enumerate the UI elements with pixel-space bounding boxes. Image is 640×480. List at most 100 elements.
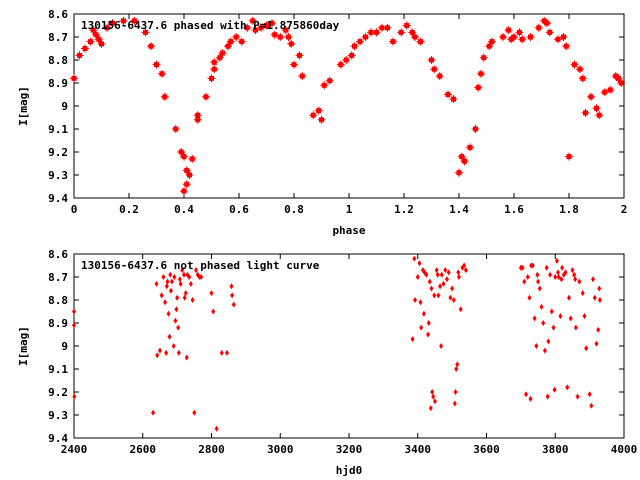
data-point [251, 26, 260, 35]
data-point [520, 264, 525, 271]
data-point [86, 37, 95, 46]
data-point [412, 255, 417, 262]
unphased-y-tick-label: 9.3 [48, 409, 68, 422]
data-point [556, 269, 560, 276]
data-point [545, 28, 554, 37]
data-point [587, 391, 592, 398]
data-point [416, 37, 425, 46]
data-point [152, 60, 161, 69]
phased-x-tick-label: 0.2 [119, 203, 139, 216]
data-point [439, 271, 444, 278]
data-point [438, 283, 443, 290]
data-point [567, 294, 571, 301]
data-point [584, 345, 589, 352]
data-point [182, 294, 187, 301]
data-point [455, 361, 460, 368]
data-point [534, 23, 543, 32]
data-point [526, 33, 535, 41]
data-point [182, 180, 191, 189]
data-point [559, 33, 568, 41]
data-point [518, 35, 527, 44]
unphased-x-tick-label: 4000 [611, 443, 638, 456]
data-point [147, 42, 155, 51]
data-point [430, 65, 439, 74]
data-point [231, 301, 236, 308]
data-point [535, 271, 540, 278]
data-point [417, 260, 422, 267]
data-point [565, 384, 570, 391]
data-point [421, 310, 426, 317]
data-point [595, 111, 604, 120]
phased-plot-frame [73, 13, 625, 199]
data-point [317, 115, 326, 124]
data-point [554, 35, 562, 44]
data-point [457, 274, 461, 280]
data-point [72, 322, 76, 329]
phased-x-tick-label: 1.4 [449, 203, 469, 216]
data-point [562, 42, 571, 51]
data-point [202, 92, 210, 101]
unphased-light-curve-panel: 2400 2600 2800 3000 3200 3400 3600 3800 4000 8.6 8… [17, 248, 637, 477]
data-point [415, 274, 420, 280]
data-point [161, 274, 166, 280]
unphased-plot-ticks: 2400 2600 2800 3000 3200 3400 3600 3800 4000 8.6 8… [48, 248, 637, 456]
data-point [164, 349, 169, 356]
phased-y-tick-label: 8.6 [48, 8, 68, 21]
data-point [411, 33, 419, 41]
data-point [463, 267, 468, 274]
data-point [559, 276, 564, 283]
data-point [592, 104, 601, 113]
phased-x-tick-label: 1.2 [394, 203, 414, 216]
data-point [218, 49, 227, 58]
phased-x-tick-label: 0.4 [174, 203, 194, 216]
unphased-x-tick-label: 3000 [267, 443, 294, 456]
data-point [597, 297, 602, 303]
data-point [427, 56, 436, 64]
data-point [177, 276, 182, 283]
data-point [570, 60, 579, 69]
data-point [591, 276, 596, 283]
data-point [309, 111, 318, 120]
data-point [347, 51, 356, 60]
data-point [183, 290, 188, 297]
phased-y-tick-label: 8.7 [48, 31, 68, 44]
data-point [207, 74, 216, 83]
data-point [436, 292, 441, 299]
data-point [424, 271, 429, 278]
phased-x-tick-label: 0.8 [284, 203, 304, 216]
data-point [462, 262, 467, 269]
data-point [75, 51, 84, 60]
unphased-y-tick-label: 9.4 [48, 432, 68, 445]
data-point [173, 317, 178, 324]
data-point [587, 92, 595, 101]
data-point [281, 26, 290, 35]
data-point [575, 393, 580, 400]
data-point [456, 269, 461, 276]
data-point [451, 297, 456, 303]
data-point [230, 292, 235, 299]
data-point [166, 310, 171, 317]
data-point [180, 152, 188, 161]
data-point [295, 51, 304, 60]
data-point [432, 292, 437, 299]
data-point [210, 65, 219, 74]
data-point [499, 33, 507, 41]
data-point [92, 30, 100, 39]
data-point [457, 152, 466, 161]
data-point [525, 274, 530, 280]
data-point [589, 402, 594, 409]
data-point [534, 343, 539, 349]
data-point [180, 267, 185, 274]
unphased-x-tick-label: 2600 [130, 443, 157, 456]
phased-x-tick-label: 1 [346, 203, 353, 216]
data-point [418, 299, 423, 306]
unphased-x-tick-label: 2800 [198, 443, 225, 456]
data-point [97, 39, 106, 48]
unphased-plot-points [72, 255, 602, 432]
data-point [350, 42, 359, 51]
phased-x-tick-label: 0.6 [229, 203, 249, 216]
data-point [432, 398, 437, 405]
data-point [361, 33, 370, 41]
unphased-y-tick-label: 8.6 [48, 248, 68, 261]
